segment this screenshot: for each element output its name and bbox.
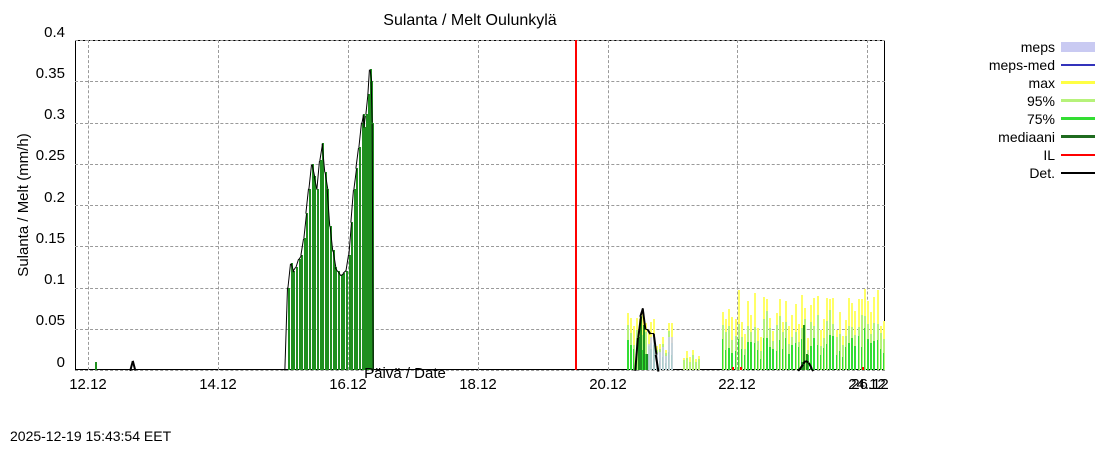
legend-item-95: 95% [970,92,1095,109]
p75-bar [829,335,830,370]
il-reference-line [575,40,577,370]
ytick-04: 0.4 [15,24,65,41]
ytick-01: 0.1 [15,271,65,288]
p75-bar [823,348,824,370]
chart-root: { "title": "Sulanta / Melt Oulunkylä", "… [0,0,1100,450]
xtick-2612: 26.12 [840,376,900,393]
p75-bar [817,345,818,370]
p75-bar [880,349,881,370]
p75-bar [842,357,843,370]
legend-label-95: 95% [1027,93,1055,109]
gridline-h-01 [75,288,885,289]
ytick-02: 0.2 [15,189,65,206]
legend-swatch-95 [1061,99,1095,102]
p75-bar [839,351,840,370]
gridline-h-035 [75,81,885,82]
p75-bar [820,355,821,370]
p75-bar [848,343,849,370]
p75-bar [858,336,859,370]
ytick-005: 0.05 [15,312,65,329]
legend-item-max: max [970,74,1095,91]
p75-bar [877,340,878,370]
legend-swatch-mediaani [1061,135,1095,138]
p75-bar [864,328,865,370]
gridline-h-03 [75,123,885,124]
legend-item-mediaani: mediaani [970,128,1095,145]
gridline-v-1212 [88,40,89,370]
gridline-h-025 [75,164,885,165]
p75-bar [826,344,827,370]
legend-label-max: max [1029,75,1055,91]
gridline-v-1412 [218,40,219,370]
p75-bar [883,353,884,370]
ytick-035: 0.35 [15,65,65,82]
timestamp-label: 2025-12-19 15:43:54 EET [10,428,171,444]
legend-label-meps-med: meps-med [989,57,1055,73]
legend-label-mediaani: mediaani [998,129,1055,145]
legend-label-det: Det. [1029,165,1055,181]
p75-bar [832,336,833,370]
gridline-v-1812 [478,40,479,370]
p75-bar [851,338,852,370]
gridline-h-02 [75,205,885,206]
p75-bar [873,341,874,370]
legend-label-75: 75% [1027,111,1055,127]
legend-swatch-det [1061,172,1095,174]
chart-title: Sulanta / Melt Oulunkylä [0,12,940,30]
x-axis-label: Päivä / Date [0,365,810,382]
gridline-v-2012 [608,40,609,370]
ytick-015: 0.15 [15,230,65,247]
legend: meps meps-med max 95% 75% mediaani IL De… [970,38,1095,182]
legend-swatch-75 [1061,117,1095,120]
p75-bar [836,355,837,370]
p75-bar [845,347,846,370]
legend-item-det: Det. [970,164,1095,181]
legend-swatch-meps [1061,42,1095,52]
p75-bar [813,338,814,370]
red-mark-3 [862,367,864,370]
p75-bar [867,339,868,370]
legend-item-75: 75% [970,110,1095,127]
legend-swatch-max [1061,81,1095,84]
ytick-025: 0.25 [15,147,65,164]
p75-bar [870,343,871,370]
legend-swatch-meps-med [1061,64,1095,66]
legend-item-meps-med: meps-med [970,56,1095,73]
ytick-03: 0.3 [15,106,65,123]
gridline-h-015 [75,246,885,247]
legend-swatch-il [1061,154,1095,156]
gridline-h-04 [75,40,885,41]
legend-item-il: IL [970,146,1095,163]
legend-label-meps: meps [1021,39,1055,55]
plot-area: 0.4 0.35 0.3 0.25 0.2 0.15 0.1 0.05 0 12… [75,40,885,370]
legend-item-meps: meps [970,38,1095,55]
legend-label-il: IL [1043,147,1055,163]
p75-bar [854,346,855,370]
